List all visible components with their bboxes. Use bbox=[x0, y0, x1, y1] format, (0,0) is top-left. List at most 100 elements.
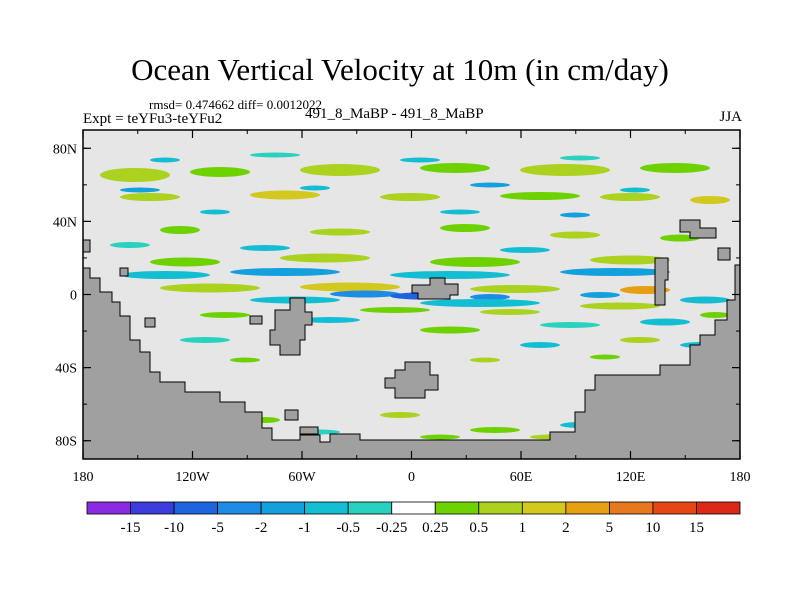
x-tick-label: 0 bbox=[408, 470, 415, 485]
velocity-anomaly-patch bbox=[150, 157, 180, 163]
velocity-anomaly-patch bbox=[110, 242, 150, 248]
velocity-anomaly-patch bbox=[640, 163, 710, 173]
land-mass bbox=[654, 257, 669, 306]
land-mass bbox=[83, 239, 91, 253]
velocity-anomaly-patch bbox=[430, 257, 520, 267]
colorbar-label: -15 bbox=[121, 520, 141, 536]
velocity-anomaly-patch bbox=[620, 187, 650, 193]
velocity-anomaly-patch bbox=[420, 326, 480, 334]
colorbar-label: 15 bbox=[689, 520, 704, 536]
colorbar-label: 0.25 bbox=[422, 520, 448, 536]
land-mass bbox=[384, 361, 439, 399]
colorbar-label: 1 bbox=[519, 520, 527, 536]
velocity-anomaly-patch bbox=[150, 257, 220, 267]
land-mass bbox=[249, 315, 263, 325]
velocity-anomaly-patch bbox=[540, 322, 600, 328]
colorbar-label: -5 bbox=[211, 520, 224, 536]
velocity-anomaly-patch bbox=[120, 193, 180, 201]
colorbar-swatch bbox=[652, 501, 697, 515]
velocity-anomaly-patch bbox=[120, 271, 210, 279]
x-tick-label: 180 bbox=[730, 470, 751, 485]
velocity-anomaly-patch bbox=[420, 434, 460, 440]
velocity-anomaly-patch bbox=[560, 268, 670, 276]
velocity-anomaly-patch bbox=[250, 190, 320, 200]
velocity-anomaly-patch bbox=[190, 167, 250, 177]
colorbar-label: -0.5 bbox=[336, 520, 360, 536]
x-tick-label: 120E bbox=[616, 470, 646, 485]
land-mass bbox=[411, 277, 459, 300]
colorbar-swatch bbox=[130, 501, 175, 515]
land-mass bbox=[717, 247, 731, 261]
land-mass bbox=[299, 426, 319, 435]
colorbar-swatch bbox=[565, 501, 610, 515]
y-tick-label: 40S bbox=[55, 362, 77, 377]
land-mass bbox=[144, 317, 156, 328]
colorbar-swatch bbox=[260, 501, 306, 515]
velocity-anomaly-patch bbox=[590, 354, 620, 360]
velocity-anomaly-patch bbox=[440, 224, 490, 232]
velocity-anomaly-patch bbox=[560, 212, 590, 218]
x-tick-label: 60W bbox=[288, 470, 316, 485]
velocity-anomaly-patch bbox=[520, 342, 560, 348]
land-mass bbox=[83, 264, 740, 459]
velocity-anomaly-patch bbox=[310, 228, 370, 236]
velocity-anomaly-patch bbox=[200, 209, 230, 215]
x-tick-label: 180 bbox=[73, 470, 94, 485]
velocity-anomaly-patch bbox=[330, 290, 400, 298]
axes: 80N 40N 0 40S 80S 180 120W 60W 0 60E 120E 180 bbox=[53, 129, 751, 485]
velocity-anomaly-patch bbox=[580, 302, 660, 310]
velocity-anomaly-patch bbox=[300, 164, 380, 176]
velocity-anomaly-patch bbox=[470, 294, 510, 300]
colorbar-swatch bbox=[86, 501, 131, 515]
colorbar-swatch bbox=[609, 501, 654, 515]
colorbar-label: 2 bbox=[562, 520, 570, 536]
colorbar-label: 0.5 bbox=[469, 520, 488, 536]
y-tick-label: 80S bbox=[55, 435, 77, 450]
map-content bbox=[83, 130, 740, 459]
velocity-anomaly-patch bbox=[300, 282, 400, 292]
colorbar-label: 10 bbox=[645, 520, 660, 536]
colorbar-swatch bbox=[217, 501, 262, 515]
velocity-anomaly-patch bbox=[180, 337, 230, 343]
velocity-anomaly-patch bbox=[280, 253, 370, 263]
velocity-anomaly-patch bbox=[470, 357, 500, 363]
land-mass bbox=[269, 297, 313, 356]
velocity-anomaly-patch bbox=[550, 231, 600, 239]
velocity-anomaly-patch bbox=[100, 168, 170, 182]
y-tick-label: 40N bbox=[53, 215, 77, 230]
colorbar-swatch bbox=[347, 501, 393, 515]
velocity-anomaly-patch bbox=[420, 299, 540, 307]
velocity-anomaly-patch bbox=[380, 193, 440, 201]
velocity-anomaly-patch bbox=[360, 307, 430, 313]
velocity-anomaly-patch bbox=[390, 271, 510, 279]
colorbar-swatch bbox=[304, 501, 349, 515]
velocity-anomaly-patch bbox=[480, 309, 540, 315]
rmsd-diff-stats: rmsd= 0.474662 diff= 0.0012022 bbox=[149, 97, 322, 112]
velocity-anomaly-patch bbox=[240, 245, 290, 251]
land-mass bbox=[679, 219, 717, 239]
velocity-anomaly-patch bbox=[420, 163, 490, 173]
colorbar-label: -0.25 bbox=[376, 520, 407, 536]
velocity-anomaly-patch bbox=[230, 357, 260, 363]
velocity-anomaly-patch bbox=[470, 285, 560, 293]
velocity-anomaly-patch bbox=[470, 182, 510, 188]
chart-title: Ocean Vertical Velocity at 10m (in cm/da… bbox=[131, 52, 669, 87]
velocity-anomaly-patch bbox=[500, 192, 580, 200]
velocity-anomaly-patch bbox=[470, 427, 520, 433]
velocity-anomaly-patch bbox=[700, 312, 730, 318]
x-tick-label: 60E bbox=[510, 470, 533, 485]
colorbar-label: -2 bbox=[255, 520, 268, 536]
velocity-anomaly-patch bbox=[200, 312, 250, 318]
colorbar-swatch bbox=[478, 501, 523, 515]
colorbar-label: 5 bbox=[606, 520, 614, 536]
velocity-anomaly-patch bbox=[640, 318, 690, 326]
runs-label: 491_8_MaBP - 491_8_MaBP bbox=[305, 106, 484, 122]
velocity-anomaly-patch bbox=[520, 164, 610, 176]
velocity-anomaly-patch bbox=[300, 185, 330, 191]
land-mass bbox=[119, 267, 129, 277]
velocity-anomaly-patch bbox=[440, 209, 480, 215]
velocity-anomaly-patch bbox=[590, 255, 670, 265]
season-label: JJA bbox=[719, 109, 742, 125]
y-tick-label: 80N bbox=[53, 142, 77, 157]
